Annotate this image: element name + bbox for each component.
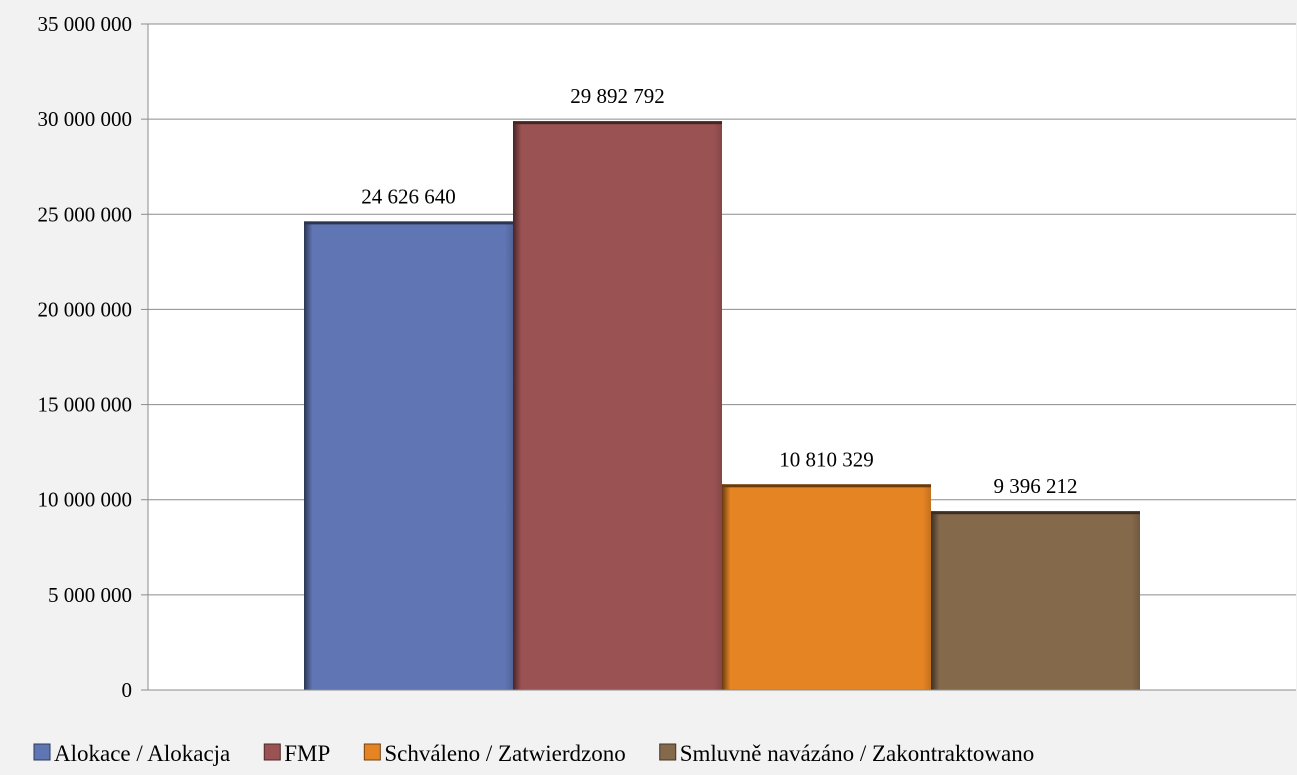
legend-item-3: Schváleno / Zatwierdzono — [363, 741, 626, 766]
bar-1 — [304, 221, 513, 690]
legend-label: Smluvně navázáno / Zakontraktowano — [680, 741, 1034, 766]
y-tick-label: 15 000 000 — [38, 393, 133, 417]
bar-2 — [513, 121, 722, 691]
bars — [304, 121, 1140, 691]
data-label: 24 626 640 — [361, 184, 456, 208]
y-tick-label: 10 000 000 — [38, 488, 133, 512]
legend-label: FMP — [284, 741, 330, 766]
bar-4 — [931, 511, 1140, 690]
bar-body — [931, 511, 1140, 690]
y-tick-label: 5 000 000 — [48, 583, 132, 607]
bar-top-edge — [722, 484, 931, 488]
legend-label: Alokace / Alokacja — [54, 741, 230, 766]
legend-item-4: Smluvně navázáno / Zakontraktowano — [659, 741, 1034, 766]
legend-item-2: FMP — [263, 741, 330, 766]
legend: Alokace / Alokacja FMP Schváleno / Zatwier… — [33, 741, 1034, 766]
y-tick-label: 30 000 000 — [38, 107, 133, 131]
bar-top-edge — [931, 511, 1140, 515]
bar-top-edge — [304, 221, 513, 225]
legend-label: Schváleno / Zatwierdzono — [384, 741, 625, 766]
legend-swatch — [659, 743, 677, 761]
legend-swatch — [363, 743, 381, 761]
data-label: 9 396 212 — [994, 474, 1078, 498]
bar-3 — [722, 484, 931, 690]
y-tick-label: 35 000 000 — [38, 12, 133, 36]
legend-swatch — [33, 743, 51, 761]
data-label: 10 810 329 — [779, 447, 874, 471]
legend-swatch — [263, 743, 281, 761]
data-labels: 24 626 640 29 892 792 10 810 329 9 396 212 — [361, 84, 1077, 498]
y-tick-label: 25 000 000 — [38, 202, 133, 226]
y-tick-label: 0 — [122, 678, 133, 702]
bar-body — [304, 221, 513, 690]
y-tick-label: 20 000 000 — [38, 297, 133, 321]
bar-body — [513, 121, 722, 691]
data-label: 29 892 792 — [570, 84, 665, 108]
axes: 0 5 000 000 10 000 000 15 000 000 20 000 000… — [38, 12, 1296, 702]
bar-body — [722, 484, 931, 690]
legend-item-1: Alokace / Alokacja — [33, 741, 230, 766]
bar-top-edge — [513, 121, 722, 125]
